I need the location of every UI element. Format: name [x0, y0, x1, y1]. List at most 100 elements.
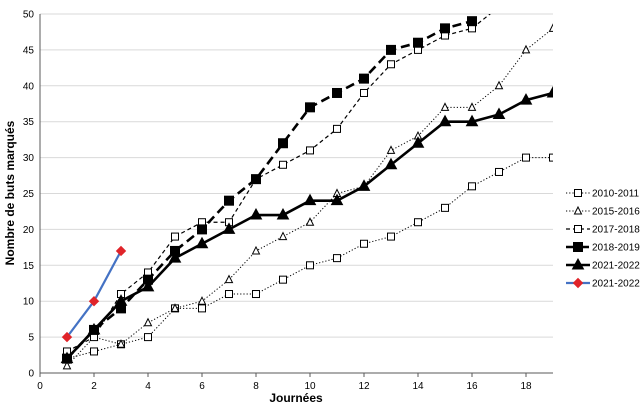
data-point — [276, 208, 290, 220]
data-point — [333, 124, 341, 133]
x-tick-label: 0 — [37, 381, 43, 392]
series-2 — [63, 3, 503, 356]
legend-item: 2015-2016 — [566, 205, 640, 218]
data-point — [224, 195, 234, 206]
series-line — [66, 14, 491, 352]
data-point — [305, 102, 315, 113]
data-point — [522, 153, 530, 162]
data-point — [251, 245, 261, 255]
data-point — [60, 351, 74, 364]
data-point — [521, 44, 531, 54]
data-point — [144, 333, 152, 342]
y-tick-label: 45 — [23, 45, 35, 56]
y-tick-label: 30 — [23, 153, 35, 164]
data-point — [90, 347, 98, 356]
data-point — [360, 239, 368, 248]
data-point — [519, 93, 533, 105]
data-point — [330, 193, 344, 206]
series-line — [66, 157, 553, 360]
data-point — [62, 360, 72, 370]
series-layer — [60, 3, 553, 370]
x-tick-label: 10 — [304, 381, 316, 392]
data-point — [61, 331, 73, 343]
legend-marker — [572, 277, 584, 289]
data-point — [386, 145, 396, 154]
data-point — [198, 304, 206, 313]
data-point — [116, 339, 126, 348]
legend-marker — [573, 242, 583, 252]
x-tick-label: 8 — [253, 381, 259, 392]
data-point — [168, 251, 182, 263]
legend-label: 2010-2011 — [592, 189, 640, 200]
data-point — [87, 322, 101, 335]
data-point — [495, 167, 503, 176]
y-tick-label: 15 — [23, 261, 35, 272]
data-point — [411, 136, 425, 148]
x-axis-title: Journées — [269, 391, 323, 405]
series-4 — [60, 85, 553, 364]
series-0 — [63, 153, 553, 363]
series-3 — [62, 16, 477, 364]
data-point — [305, 217, 315, 226]
data-point — [252, 290, 260, 299]
legend-item: 2021-2022 — [566, 277, 640, 290]
legend-item: 2010-2011 — [566, 189, 640, 200]
data-point — [387, 232, 395, 241]
data-point — [467, 16, 477, 27]
x-tick-label: 14 — [412, 381, 424, 392]
y-axis-title: Nombre de buts marqués — [3, 120, 17, 265]
data-point — [468, 182, 476, 191]
y-tick-label: 50 — [23, 10, 35, 21]
data-point — [249, 208, 263, 220]
data-point — [306, 261, 314, 270]
data-point — [548, 23, 553, 32]
data-point — [279, 275, 287, 284]
legend-marker — [573, 205, 583, 215]
legend-item: 2021-2022 — [566, 257, 640, 272]
legend-label: 2021-2022 — [592, 261, 640, 272]
legend-marker — [574, 225, 582, 233]
data-point — [549, 153, 553, 162]
x-tick-label: 18 — [520, 381, 532, 392]
data-point — [170, 303, 180, 312]
data-point — [141, 279, 155, 292]
data-point — [251, 174, 261, 185]
data-point — [143, 317, 153, 327]
data-point — [222, 222, 236, 234]
data-point — [414, 218, 422, 227]
series-5 — [61, 245, 127, 343]
series-line — [66, 19, 473, 360]
data-point — [197, 296, 207, 305]
legend-label: 2018-2019 — [592, 243, 640, 254]
data-point — [496, 3, 503, 10]
data-point — [278, 231, 288, 241]
legend-item: 2018-2019 — [566, 242, 640, 254]
data-point — [195, 236, 209, 249]
y-tick-label: 35 — [23, 117, 35, 128]
data-point — [224, 274, 234, 284]
data-point — [115, 245, 127, 257]
axes — [39, 14, 553, 377]
tick-labels: 0 5 10 15 20 25 30 35 40 45 50 0 2 4 6 8 10 12 14 16 18 — [23, 10, 532, 393]
y-tick-label: 5 — [28, 333, 34, 344]
y-tick-label: 20 — [23, 225, 35, 236]
data-point — [440, 102, 450, 111]
data-point — [387, 60, 395, 69]
legend-item: 2017-2018 — [566, 225, 640, 236]
data-point — [438, 114, 452, 127]
x-tick-label: 6 — [199, 381, 205, 392]
data-point — [303, 193, 317, 206]
legend-marker — [571, 257, 585, 270]
legend: 2010-2011 2015-2016 2017-2018 2018-2019 2021… — [566, 189, 640, 290]
data-point — [279, 160, 287, 169]
data-point — [492, 107, 506, 120]
data-point — [225, 290, 233, 299]
y-tick-label: 0 — [28, 369, 34, 380]
data-point — [441, 203, 449, 212]
data-point — [171, 232, 179, 241]
x-tick-label: 4 — [145, 381, 151, 392]
gridlines — [40, 13, 553, 338]
x-tick-label: 2 — [91, 381, 97, 392]
legend-label: 2017-2018 — [592, 225, 640, 236]
